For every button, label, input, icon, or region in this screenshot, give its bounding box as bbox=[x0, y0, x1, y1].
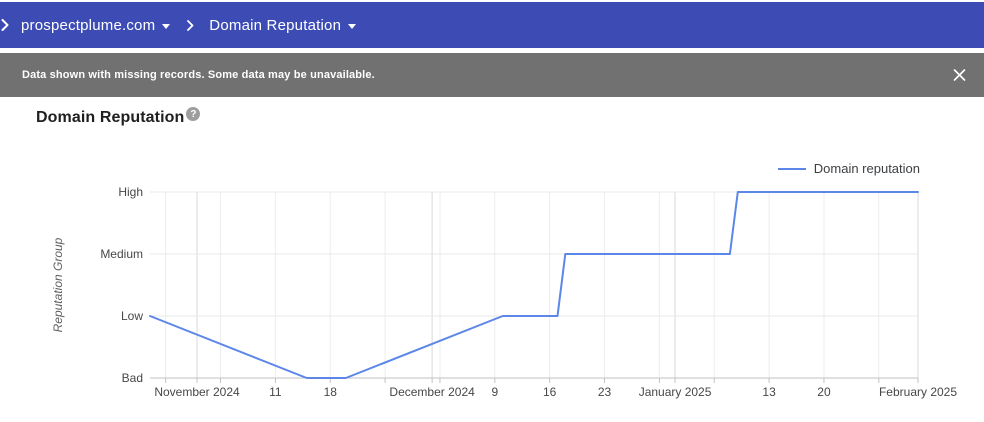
breadcrumb-report-label: Domain Reputation bbox=[209, 16, 342, 34]
notification-message: Data shown with missing records. Some da… bbox=[22, 69, 375, 81]
svg-text:December 2024: December 2024 bbox=[389, 385, 475, 399]
svg-text:January 2025: January 2025 bbox=[639, 385, 712, 399]
svg-text:Reputation Group: Reputation Group bbox=[51, 237, 65, 332]
dropdown-caret-icon bbox=[348, 24, 357, 29]
help-icon[interactable]: ? bbox=[186, 107, 201, 121]
legend-line-swatch bbox=[777, 167, 806, 170]
top-navigation-bar: prospectplume.com Domain Reputation bbox=[0, 2, 984, 48]
svg-text:Medium: Medium bbox=[100, 247, 143, 261]
breadcrumb-domain-label: prospectplume.com bbox=[21, 16, 156, 34]
close-icon[interactable] bbox=[949, 65, 970, 86]
svg-text:16: 16 bbox=[543, 385, 557, 399]
legend-label: Domain reputation bbox=[813, 161, 920, 176]
page-title: Domain Reputation bbox=[36, 109, 185, 126]
dropdown-caret-icon bbox=[162, 24, 171, 29]
svg-text:Bad: Bad bbox=[122, 371, 143, 385]
breadcrumb-report-selector[interactable]: Domain Reputation bbox=[209, 16, 357, 34]
svg-text:High: High bbox=[118, 185, 143, 199]
notification-banner: Data shown with missing records. Some da… bbox=[0, 53, 984, 97]
svg-text:9: 9 bbox=[491, 385, 498, 399]
breadcrumb-separator-icon bbox=[187, 19, 194, 31]
svg-text:11: 11 bbox=[269, 385, 282, 399]
svg-text:February 2025: February 2025 bbox=[879, 385, 957, 399]
report-title-row: Domain Reputation ? bbox=[36, 107, 201, 127]
svg-text:23: 23 bbox=[598, 385, 612, 399]
svg-text:20: 20 bbox=[817, 385, 831, 399]
chevron-right-icon[interactable] bbox=[1, 19, 9, 31]
breadcrumb-domain-selector[interactable]: prospectplume.com bbox=[21, 16, 171, 34]
svg-text:Low: Low bbox=[121, 309, 143, 323]
svg-text:November 2024: November 2024 bbox=[154, 385, 240, 399]
svg-text:13: 13 bbox=[762, 385, 776, 399]
chart-legend: Domain reputation bbox=[777, 161, 920, 176]
svg-text:18: 18 bbox=[324, 385, 338, 399]
